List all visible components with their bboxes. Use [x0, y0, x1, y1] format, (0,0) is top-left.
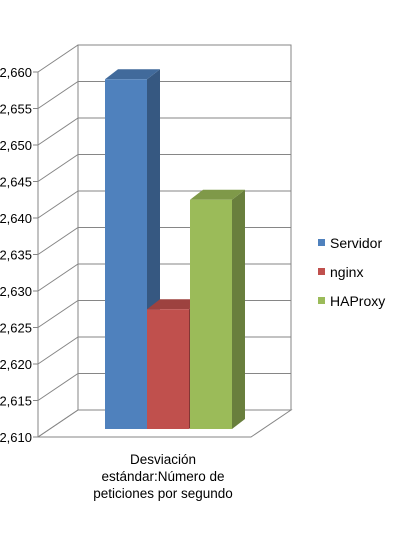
bar-top-nginx [147, 299, 202, 310]
legend-label-servidor: Servidor [330, 234, 383, 251]
legend-item-servidor: Servidor [318, 232, 385, 253]
y-tick-label: 2,630 [0, 284, 32, 299]
gridline [37, 263, 291, 292]
bar-front-servidor [105, 79, 147, 430]
bar-top-haproxy [190, 189, 245, 200]
y-axis-ticks: 2,610 2,615 2,620 2,625 2,630 2,635 2,640 2,645… [0, 65, 39, 445]
gridline [37, 44, 291, 73]
y-tick-label: 2,625 [0, 321, 32, 336]
y-tick-label: 2,635 [0, 248, 32, 263]
y-tick-label: 2,660 [0, 65, 32, 80]
gridline [37, 190, 291, 219]
x-category-label-line: Desviación [130, 452, 196, 467]
legend-item-nginx: nginx [318, 261, 385, 282]
gridline [37, 81, 291, 109]
bar-haproxy [190, 189, 245, 429]
bar-front-haproxy [190, 199, 232, 429]
bars [105, 69, 245, 430]
category-label: Desviación estándar:Número de peticiones p… [93, 452, 233, 501]
y-tick-label: 2,655 [0, 102, 32, 117]
bar-front-nginx [147, 309, 189, 429]
gridline [37, 227, 291, 255]
gridline [37, 117, 291, 146]
legend-swatch-haproxy [318, 297, 325, 304]
legend: Servidor nginx HAProxy [318, 232, 385, 319]
x-category-label-line: estándar:Número de [101, 469, 224, 484]
x-category-label: Desviación estándar:Número de peticiones p… [93, 452, 233, 501]
y-tick-label: 2,615 [0, 394, 32, 409]
legend-swatch-servidor [318, 239, 325, 246]
y-tick-label: 2,650 [0, 138, 32, 153]
legend-item-haproxy: HAProxy [318, 290, 385, 311]
gridline [37, 154, 291, 182]
y-tick-label: 2,610 [0, 430, 32, 445]
y-tick-label: 2,640 [0, 211, 32, 226]
y-tick-label: 2,620 [0, 357, 32, 372]
legend-label-nginx: nginx [330, 263, 364, 280]
legend-swatch-nginx [318, 268, 325, 275]
legend-label-haproxy: HAProxy [330, 292, 386, 309]
bar-side-haproxy [232, 189, 245, 429]
y-tick-label: 2,645 [0, 175, 32, 190]
bar-top-servidor [105, 69, 160, 80]
x-category-label-line: peticiones por segundo [93, 486, 233, 501]
